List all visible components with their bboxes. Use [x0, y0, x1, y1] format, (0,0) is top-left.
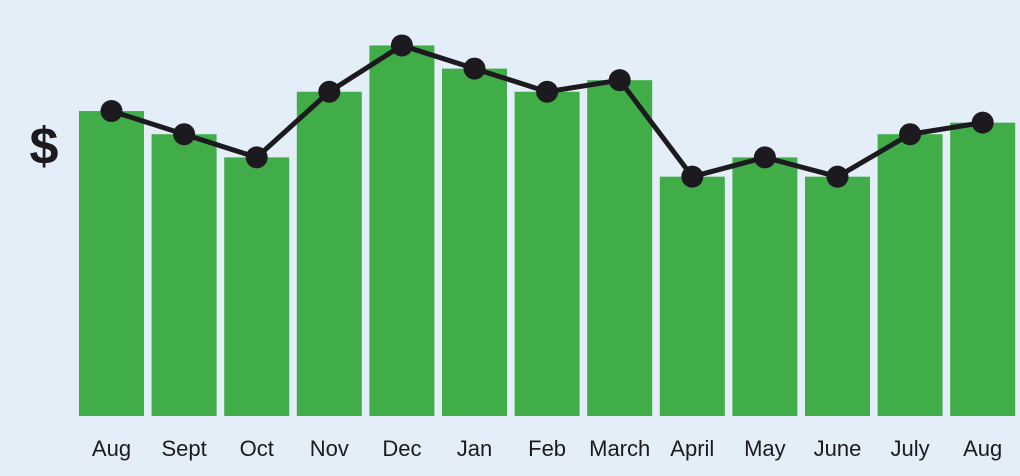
x-tick-label: July	[891, 436, 930, 461]
bar	[79, 111, 144, 416]
x-tick-label: May	[744, 436, 786, 461]
x-tick-label: Dec	[382, 436, 421, 461]
line-point	[245, 146, 268, 169]
bar	[732, 157, 798, 416]
bar	[950, 122, 1016, 416]
line-point	[681, 165, 704, 188]
x-tick-label: March	[589, 436, 650, 461]
line-point	[318, 80, 341, 103]
x-tick-label: Sept	[161, 436, 206, 461]
bar	[151, 134, 217, 416]
bar	[587, 80, 653, 417]
line-point	[753, 146, 776, 169]
line-point	[899, 123, 922, 146]
bar	[514, 91, 580, 416]
line-point	[826, 165, 849, 188]
line-point	[536, 80, 559, 103]
bar	[805, 176, 870, 416]
line-point	[173, 123, 196, 146]
x-tick-label: Aug	[963, 436, 1002, 461]
x-tick-label: April	[670, 436, 714, 461]
bar	[877, 134, 943, 416]
x-tick-label: Nov	[310, 436, 349, 461]
y-axis-label: $	[30, 118, 59, 176]
bar	[296, 91, 362, 416]
line-point	[100, 100, 123, 123]
x-tick-label: Jan	[457, 436, 492, 461]
line-point	[971, 111, 994, 134]
x-tick-label: Aug	[92, 436, 131, 461]
x-tick-label: Oct	[240, 436, 274, 461]
bar	[442, 68, 507, 416]
bar	[224, 157, 290, 416]
line-point	[463, 57, 486, 80]
line-point	[608, 69, 631, 92]
bar	[369, 45, 435, 416]
x-tick-label: June	[814, 436, 862, 461]
x-tick-label: Feb	[528, 436, 566, 461]
line-point	[390, 34, 413, 57]
bar	[659, 176, 725, 416]
